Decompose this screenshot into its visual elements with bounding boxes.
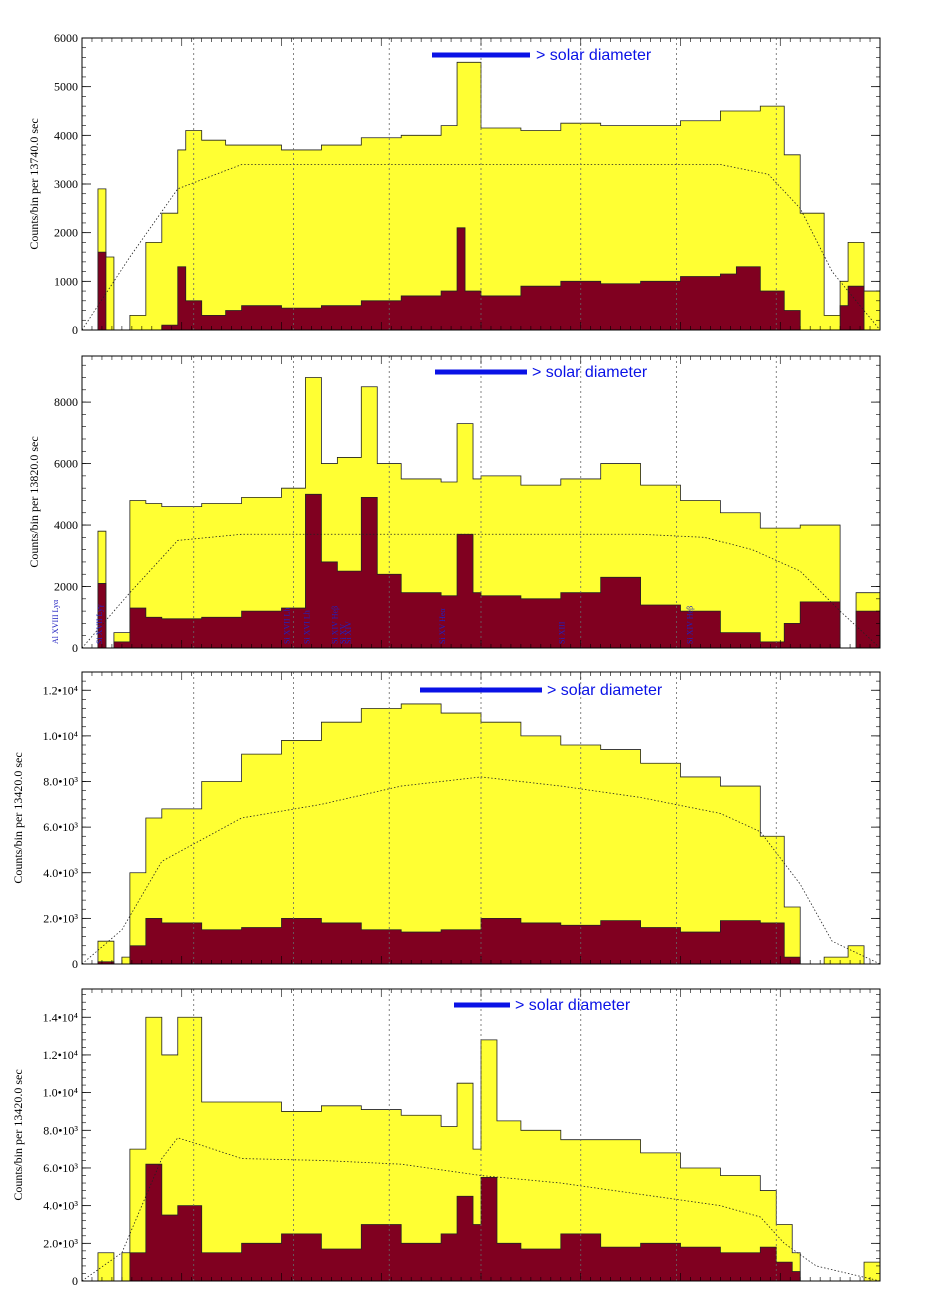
series-area-1 <box>82 61 881 331</box>
y-tick-label: 0 <box>72 641 78 655</box>
spectral-line-label: Si XV Heα <box>438 608 447 644</box>
y-tick-label: 1.4•10⁴ <box>43 1010 78 1024</box>
y-axis-label: Counts/bin per 13420.0 sec <box>11 752 25 883</box>
model-curve <box>81 533 881 649</box>
y-tick-label: 4.0•10³ <box>43 866 78 880</box>
series-area-2 <box>82 493 881 649</box>
y-tick-label: 4.0•10³ <box>43 1199 78 1213</box>
y-axis-label: Counts/bin per 13740.0 sec <box>27 118 41 249</box>
spectral-line-label: Si XIV Heβ <box>330 606 339 644</box>
y-tick-label: 2000 <box>54 580 78 594</box>
y-tick-label: 0 <box>72 957 78 971</box>
spectral-line-label: Si XIV <box>344 621 353 644</box>
spectral-line-label: Si XIV Heβ <box>685 606 694 644</box>
y-tick-label: 2000 <box>54 226 78 240</box>
series-area-2 <box>82 227 880 331</box>
solar-diameter-label: > solar diameter <box>547 682 663 699</box>
y-tick-label: 1.2•10⁴ <box>43 1048 78 1062</box>
y-tick-label: 4000 <box>54 128 78 142</box>
series-area-2 <box>82 1163 880 1282</box>
spectral-line-label: Si XV <box>338 624 347 644</box>
series-area-2 <box>82 917 880 965</box>
y-tick-label: 3000 <box>54 177 78 191</box>
y-tick-label: 6.0•10³ <box>43 1161 78 1175</box>
y-tick-label: 0 <box>72 323 78 337</box>
spectral-line-label: Si XIII <box>558 621 567 644</box>
y-tick-label: 1.0•10⁴ <box>43 729 78 743</box>
y-tick-label: 8.0•10³ <box>43 1123 78 1137</box>
solar-diameter-label: > solar diameter <box>536 47 652 64</box>
y-tick-label: 1.2•10⁴ <box>43 683 78 697</box>
spectral-line-label: Si XVII Lyγ <box>95 604 104 644</box>
y-tick-label: 5000 <box>54 80 78 94</box>
y-tick-label: 8000 <box>54 395 78 409</box>
spectral-line-label: Al XVIII Lyα <box>51 599 60 644</box>
y-tick-label: 6.0•10³ <box>43 820 78 834</box>
y-axis-label: Counts/bin per 13420.0 sec <box>11 1069 25 1200</box>
y-tick-label: 8.0•10³ <box>43 775 78 789</box>
y-axis-label: Counts/bin per 13820.0 sec <box>27 436 41 567</box>
solar-diameter-label: > solar diameter <box>532 364 648 381</box>
y-tick-label: 1000 <box>54 274 78 288</box>
spectral-line-label: Si XVII Lh <box>282 608 291 644</box>
model-curve <box>81 1137 881 1282</box>
solar-diameter-label: > solar diameter <box>515 997 631 1014</box>
y-tick-label: 0 <box>72 1274 78 1288</box>
y-tick-label: 2.0•10³ <box>43 911 78 925</box>
y-tick-label: 6000 <box>54 457 78 471</box>
y-tick-label: 2.0•10³ <box>43 1236 78 1250</box>
model-curve <box>81 164 881 331</box>
y-tick-label: 1.0•10⁴ <box>43 1086 78 1100</box>
spectral-line-label: Si XVI Lh <box>302 610 311 644</box>
y-tick-label: 6000 <box>54 31 78 45</box>
y-tick-label: 4000 <box>54 518 78 532</box>
